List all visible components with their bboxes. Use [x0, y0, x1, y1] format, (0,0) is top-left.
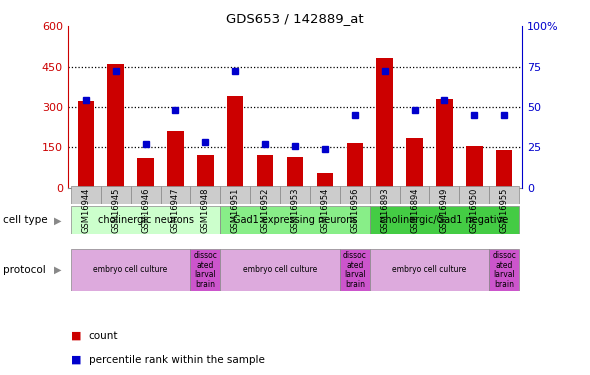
Bar	[376, 58, 393, 188]
Text: GSM16951: GSM16951	[231, 187, 240, 232]
Text: GSM16954: GSM16954	[320, 187, 329, 232]
Bar	[220, 186, 250, 204]
Text: GSM16949: GSM16949	[440, 187, 449, 232]
Bar	[77, 102, 94, 188]
Text: GSM16894: GSM16894	[410, 187, 419, 233]
Text: GSM16946: GSM16946	[141, 187, 150, 233]
Bar	[227, 96, 244, 188]
Text: cholinergic neurons: cholinergic neurons	[97, 215, 194, 225]
Bar	[317, 173, 333, 188]
Text: count: count	[88, 331, 118, 340]
Bar	[71, 249, 191, 291]
Text: GSM16947: GSM16947	[171, 187, 180, 233]
Bar	[160, 186, 191, 204]
Bar	[370, 206, 519, 234]
Bar	[287, 157, 303, 188]
Bar	[130, 186, 160, 204]
Text: GSM16955: GSM16955	[500, 187, 509, 232]
Bar	[71, 206, 220, 234]
Bar	[220, 206, 370, 234]
Bar	[197, 155, 214, 188]
Bar	[191, 249, 220, 291]
Text: GSM16950: GSM16950	[470, 187, 479, 232]
Bar	[340, 249, 370, 291]
Text: GSM16944: GSM16944	[81, 187, 90, 232]
Bar	[370, 186, 399, 204]
Title: GDS653 / 142889_at: GDS653 / 142889_at	[226, 12, 364, 25]
Text: embryo cell culture: embryo cell culture	[93, 266, 168, 274]
Text: ■: ■	[71, 331, 81, 340]
Bar	[71, 186, 101, 204]
Text: dissoc
ated
larval
brain: dissoc ated larval brain	[343, 251, 367, 289]
Text: dissoc
ated
larval
brain: dissoc ated larval brain	[194, 251, 217, 289]
Bar	[370, 249, 489, 291]
Text: ▶: ▶	[54, 215, 62, 225]
Bar	[436, 99, 453, 188]
Text: ■: ■	[71, 355, 81, 365]
Bar	[220, 249, 340, 291]
Text: cell type: cell type	[3, 215, 48, 225]
Bar	[107, 64, 124, 188]
Text: protocol: protocol	[3, 265, 45, 275]
Bar	[489, 186, 519, 204]
Text: GSM16945: GSM16945	[111, 187, 120, 232]
Text: dissoc
ated
larval
brain: dissoc ated larval brain	[492, 251, 516, 289]
Text: cholinergic/Gad1 negative: cholinergic/Gad1 negative	[381, 215, 509, 225]
Text: GSM16952: GSM16952	[261, 187, 270, 232]
Text: embryo cell culture: embryo cell culture	[392, 266, 467, 274]
Text: GSM16953: GSM16953	[290, 187, 300, 233]
Bar	[407, 138, 423, 188]
Bar	[310, 186, 340, 204]
Bar	[489, 249, 519, 291]
Bar	[101, 186, 130, 204]
Bar	[466, 146, 483, 188]
Text: Gad1 expressing neurons: Gad1 expressing neurons	[232, 215, 358, 225]
Bar	[399, 186, 430, 204]
Bar	[137, 158, 154, 188]
Bar	[430, 186, 460, 204]
Text: embryo cell culture: embryo cell culture	[243, 266, 317, 274]
Text: GSM16956: GSM16956	[350, 187, 359, 233]
Bar	[496, 150, 513, 188]
Bar	[340, 186, 370, 204]
Text: percentile rank within the sample: percentile rank within the sample	[88, 355, 264, 365]
Text: GSM16948: GSM16948	[201, 187, 210, 233]
Text: GSM16893: GSM16893	[380, 187, 389, 233]
Bar	[250, 186, 280, 204]
Bar	[280, 186, 310, 204]
Text: ▶: ▶	[54, 265, 62, 275]
Bar	[460, 186, 489, 204]
Bar	[191, 186, 220, 204]
Bar	[346, 143, 363, 188]
Bar	[167, 131, 183, 188]
Bar	[257, 155, 273, 188]
